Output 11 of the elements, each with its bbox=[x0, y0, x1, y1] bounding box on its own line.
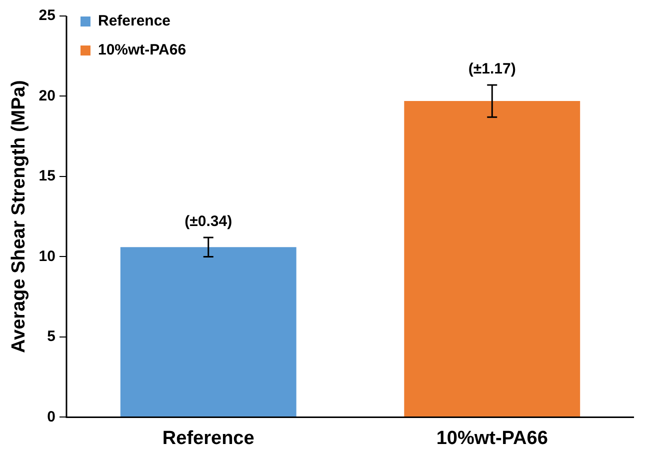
y-axis-title: Average Shear Strength (MPa) bbox=[8, 80, 30, 353]
y-tick-label: 15 bbox=[38, 168, 56, 185]
y-tick-label: 20 bbox=[38, 87, 56, 104]
y-tick-label: 0 bbox=[47, 408, 56, 426]
legend-label: 10%wt-PA66 bbox=[98, 42, 186, 59]
annotation: (±1.17) bbox=[468, 60, 516, 78]
y-tick-label: 10 bbox=[38, 248, 56, 265]
annotation: (±0.34) bbox=[184, 213, 232, 230]
y-tick-label: 5 bbox=[47, 328, 56, 346]
y-tick-label: 25 bbox=[38, 7, 56, 24]
legend-label: Reference bbox=[98, 12, 171, 30]
